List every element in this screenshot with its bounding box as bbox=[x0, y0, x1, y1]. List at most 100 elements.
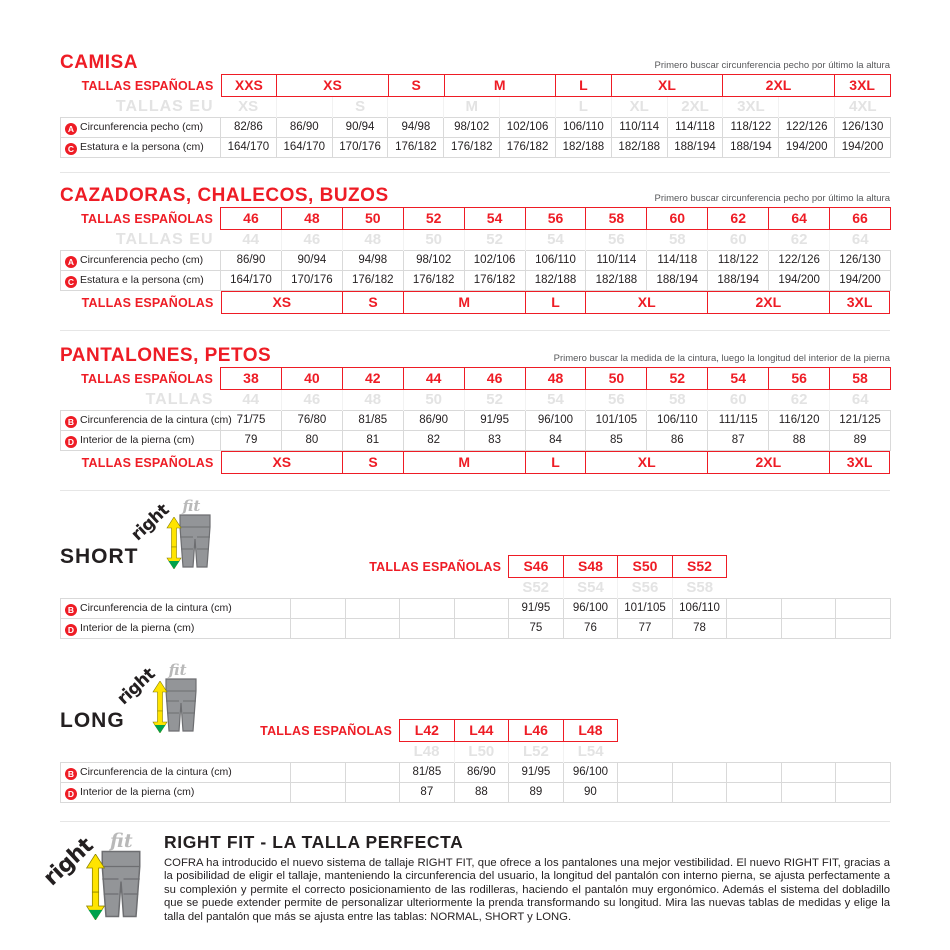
eu-size-cell: XS bbox=[220, 97, 277, 118]
measure-label-text: Circunferencia pecho (cm) bbox=[80, 121, 204, 133]
eu-size-cell: 46 bbox=[281, 389, 343, 411]
value-cell: 188/194 bbox=[646, 270, 709, 291]
size-cell-42: 42 bbox=[341, 367, 404, 390]
size-cell-XL: XL bbox=[585, 291, 708, 314]
size-cell-XL: XL bbox=[610, 74, 724, 97]
pantalones-footer-row: TALLAS ESPAÑOLAS XS S M L XL 2XL 3XL bbox=[61, 451, 891, 474]
value-cell: 96/100 bbox=[562, 598, 619, 619]
value-cell: 106/110 bbox=[524, 250, 587, 271]
long-header: LONG right fit bbox=[60, 661, 890, 735]
value-cell: 182/188 bbox=[610, 137, 668, 158]
adjust-arrow-icon bbox=[152, 681, 168, 733]
trousers-icon bbox=[165, 678, 197, 732]
value-cell: 194/200 bbox=[768, 270, 831, 291]
size-cell-L: L bbox=[524, 451, 587, 474]
size-cell-S: S bbox=[342, 291, 404, 314]
value-cell: 88 bbox=[768, 430, 831, 451]
size-cell-L46: L46 bbox=[508, 719, 564, 742]
measure-label-text: Circunferencia de la cintura (cm) bbox=[80, 766, 232, 778]
adjust-arrow-icon bbox=[85, 854, 106, 920]
value-cell: 164/170 bbox=[275, 137, 333, 158]
value-cell: 164/170 bbox=[220, 137, 277, 158]
value-cell: 77 bbox=[617, 618, 673, 639]
empty-cell bbox=[781, 578, 836, 599]
size-cell-40: 40 bbox=[280, 367, 343, 390]
empty-value-cell bbox=[344, 598, 401, 619]
trousers-icon bbox=[178, 514, 211, 568]
measure-label-text: Interior de la pierna (cm) bbox=[80, 622, 195, 634]
measure-label-text: Interior de la pierna (cm) bbox=[80, 434, 195, 446]
measure-label-text: Circunferencia de la cintura (cm) bbox=[80, 414, 232, 426]
value-cell: 98/102 bbox=[443, 117, 501, 138]
size-cell-XS: XS bbox=[220, 291, 344, 314]
value-cell: 106/110 bbox=[554, 117, 612, 138]
pantalones-eu-label: TALLAS bbox=[145, 390, 214, 408]
size-cell-58: 58 bbox=[829, 367, 891, 390]
size-cell-L44: L44 bbox=[453, 719, 510, 742]
section-pantalones: PANTALONES, PETOS Primero buscar la medi… bbox=[60, 331, 891, 474]
cazadoras-hint: Primero buscar circunferencia pecho por … bbox=[654, 193, 891, 204]
divider-2 bbox=[60, 330, 890, 331]
value-cell: 89 bbox=[508, 782, 564, 803]
value-cell: 76/80 bbox=[280, 410, 343, 431]
empty-value-cell bbox=[344, 762, 401, 783]
cazadoras-title: CAZADORAS, CHALECOS, BUZOS bbox=[60, 185, 389, 206]
cazadoras-es-label: TALLAS ESPAÑOLAS bbox=[81, 211, 213, 226]
empty-value-cell bbox=[617, 782, 673, 803]
size-cell-52: 52 bbox=[402, 207, 465, 230]
eu-size-cell bbox=[387, 97, 445, 118]
eu-size-cell: 56 bbox=[585, 389, 648, 411]
value-cell: 86/90 bbox=[275, 117, 333, 138]
empty-value-cell bbox=[453, 618, 510, 639]
size-cell-50: 50 bbox=[585, 367, 648, 390]
empty-cell bbox=[618, 720, 673, 742]
value-cell: 182/188 bbox=[585, 270, 648, 291]
value-cell: 81/85 bbox=[341, 410, 404, 431]
value-cell: 164/170 bbox=[220, 270, 282, 291]
eu-size-cell: 44 bbox=[220, 389, 282, 411]
value-cell: 82 bbox=[402, 430, 465, 451]
eu-size-cell: S58 bbox=[686, 579, 714, 596]
value-cell: 101/105 bbox=[585, 410, 648, 431]
measure-label-text: Circunferencia de la cintura (cm) bbox=[80, 602, 232, 614]
value-cell: 118/122 bbox=[707, 250, 770, 271]
pantalones-table: TALLAS ESPAÑOLAS 38 40 42 44 46 48 50 52 54 56 58 … bbox=[60, 367, 891, 474]
size-cell-56: 56 bbox=[524, 207, 587, 230]
size-cell-S52: S52 bbox=[671, 555, 728, 578]
short-eu-row: S52 S54 S56 S58 bbox=[61, 577, 891, 599]
size-cell-2XL: 2XL bbox=[707, 451, 830, 474]
logo-fit-text: fit bbox=[182, 497, 201, 515]
empty-value-cell bbox=[780, 598, 837, 619]
value-cell: 176/182 bbox=[387, 137, 445, 158]
badge-b-icon: B bbox=[65, 416, 77, 428]
eu-size-cell: XL bbox=[611, 97, 668, 118]
camisa-es-label: TALLAS ESPAÑOLAS bbox=[81, 78, 214, 93]
measure-label-C: C Estatura e la persona (cm) bbox=[60, 137, 221, 158]
eu-size-cell: 50 bbox=[403, 229, 465, 251]
size-cell-54: 54 bbox=[463, 207, 526, 230]
empty-value-cell bbox=[290, 598, 346, 619]
eu-size-cell bbox=[499, 97, 556, 118]
eu-size-cell: S56 bbox=[617, 577, 673, 599]
long-es-row: TALLAS ESPAÑOLAS L42 L44 L46 L48 bbox=[61, 719, 891, 742]
eu-size-cell: 64 bbox=[851, 391, 869, 408]
short-es-row: TALLAS ESPAÑOLAS S46 S48 S50 S52 bbox=[61, 555, 891, 578]
badge-d-icon: D bbox=[65, 436, 77, 448]
badge-c-icon: C bbox=[65, 143, 77, 155]
value-cell: 88 bbox=[453, 782, 510, 803]
short-name: SHORT bbox=[60, 545, 139, 568]
eu-size-cell: M bbox=[443, 97, 501, 118]
eu-size-cell: 4XL bbox=[849, 98, 877, 115]
value-cell: 170/176 bbox=[280, 270, 343, 291]
value-cell: 126/130 bbox=[829, 250, 891, 271]
eu-size-cell: 58 bbox=[646, 229, 709, 251]
value-cell: 126/130 bbox=[834, 117, 891, 138]
size-cell-S46: S46 bbox=[508, 555, 564, 578]
short-table: TALLAS ESPAÑOLAS S46 S48 S50 S52 S52 S54 S56 S5… bbox=[60, 555, 891, 639]
footer-text: COFRA ha introducido el nuevo sistema de… bbox=[164, 857, 890, 923]
cazadoras-eu-label: TALLAS EU bbox=[115, 230, 214, 248]
value-cell: 78 bbox=[671, 618, 728, 639]
empty-value-cell bbox=[344, 618, 401, 639]
value-cell: 170/176 bbox=[331, 137, 389, 158]
pantalones-es-row: TALLAS ESPAÑOLAS 38 40 42 44 46 48 50 52 54 56 58 bbox=[61, 367, 891, 390]
